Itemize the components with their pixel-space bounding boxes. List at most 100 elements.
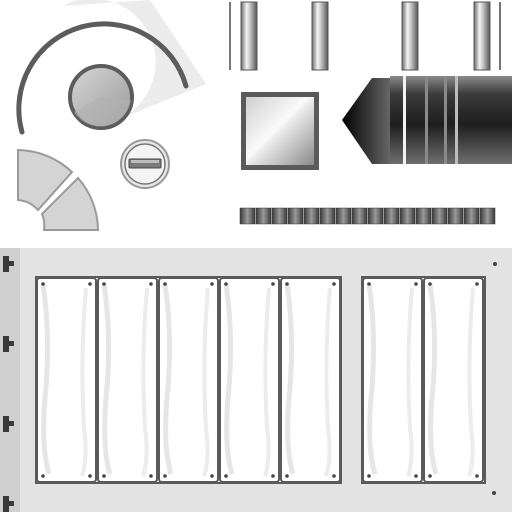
slot-gloss [223, 283, 235, 475]
slot-gloss [284, 283, 296, 475]
slot-screw [367, 282, 371, 286]
slider-segment[interactable] [255, 207, 272, 225]
slider-segment[interactable] [287, 207, 304, 225]
slot-gloss [80, 287, 88, 477]
slot-gloss [467, 287, 475, 477]
slider-segment[interactable] [239, 207, 256, 225]
panel-side-clips [3, 256, 14, 512]
slot-screw [428, 282, 432, 286]
side-clip-tab [9, 501, 14, 506]
slot-face [280, 277, 341, 483]
slot-screw [285, 474, 289, 478]
slot-screw [149, 474, 153, 478]
slider-segment[interactable] [383, 207, 400, 225]
slot-screw [414, 474, 418, 478]
slot-gloss [263, 287, 271, 477]
square-button-face [246, 97, 314, 165]
slot-screw [224, 282, 228, 286]
slot-screw [41, 474, 45, 478]
slot-screw [332, 282, 336, 286]
rail [229, 1, 258, 71]
slot-screw [367, 474, 371, 478]
slot-screw [332, 474, 336, 478]
panel-slot[interactable] [219, 277, 280, 483]
slider-segment[interactable] [271, 207, 288, 225]
slider-segment[interactable] [431, 207, 448, 225]
connector-band [444, 76, 447, 164]
side-clip [3, 496, 9, 512]
slot-group-right [362, 277, 484, 483]
slot-screw [88, 474, 92, 478]
side-clip [3, 336, 9, 352]
pie-segment-inner[interactable] [40, 176, 100, 231]
slot-screw [285, 282, 289, 286]
slot-gloss [162, 283, 174, 475]
slider-segment[interactable] [479, 207, 496, 225]
panel-screw [493, 262, 497, 266]
panel-slot[interactable] [158, 277, 219, 483]
side-clip-tab [9, 261, 14, 266]
slot-screw [149, 282, 153, 286]
rail [311, 1, 329, 71]
panel-slot[interactable] [36, 277, 97, 483]
slider-segment[interactable] [351, 207, 368, 225]
slider-segment[interactable] [447, 207, 464, 225]
slot-screw [414, 282, 418, 286]
panel-slot[interactable] [423, 277, 484, 483]
minus-icon-highlight [131, 160, 159, 163]
rail-group [229, 1, 501, 71]
slot-screw [210, 474, 214, 478]
slot-gloss [427, 283, 439, 475]
gauge-ring-arc [16, 21, 189, 135]
slot-screw [41, 282, 45, 286]
slot-face [158, 277, 219, 483]
connector-tip [342, 78, 392, 164]
slot-face [423, 277, 484, 483]
side-clip [3, 256, 9, 272]
slider-segment[interactable] [415, 207, 432, 225]
slot-panel [0, 248, 512, 512]
panel-slot[interactable] [362, 277, 423, 483]
connector-band [403, 76, 406, 164]
pie-segment-outer[interactable] [17, 148, 74, 212]
panel-left-rail [0, 248, 20, 512]
slider-segment[interactable] [335, 207, 352, 225]
connector-plug [342, 76, 512, 164]
slot-screw [271, 474, 275, 478]
slot-screw [210, 282, 214, 286]
square-button[interactable] [241, 92, 319, 170]
slot-gloss [40, 283, 52, 475]
slot-screw [102, 282, 106, 286]
rail [473, 1, 501, 71]
connector-band [425, 76, 428, 164]
minus-button[interactable] [120, 139, 170, 189]
slot-face [219, 277, 280, 483]
panel-screw [492, 491, 496, 495]
pie-quarter-buttons [17, 148, 100, 231]
slot-face [362, 277, 423, 483]
slot-screw [224, 474, 228, 478]
slider-strip[interactable] [239, 207, 496, 225]
slider-segment[interactable] [367, 207, 384, 225]
side-clip [3, 416, 9, 432]
panel-slot[interactable] [280, 277, 341, 483]
slider-segment[interactable] [303, 207, 320, 225]
slot-screw [88, 282, 92, 286]
slot-face [36, 277, 97, 483]
side-clip-tab [9, 421, 14, 426]
slot-screw [163, 474, 167, 478]
slot-screw [102, 474, 106, 478]
slot-screw [163, 282, 167, 286]
connector-band [455, 76, 458, 164]
slot-gloss [366, 283, 378, 475]
slider-segment[interactable] [463, 207, 480, 225]
gauge-knob-shadow [74, 97, 131, 127]
slot-group-left [36, 277, 341, 483]
slot-gloss [141, 287, 149, 477]
connector-body [390, 76, 512, 164]
slider-segment[interactable] [399, 207, 416, 225]
panel-slot[interactable] [97, 277, 158, 483]
slider-segment[interactable] [319, 207, 336, 225]
gauge-light-sector [62, 0, 206, 118]
